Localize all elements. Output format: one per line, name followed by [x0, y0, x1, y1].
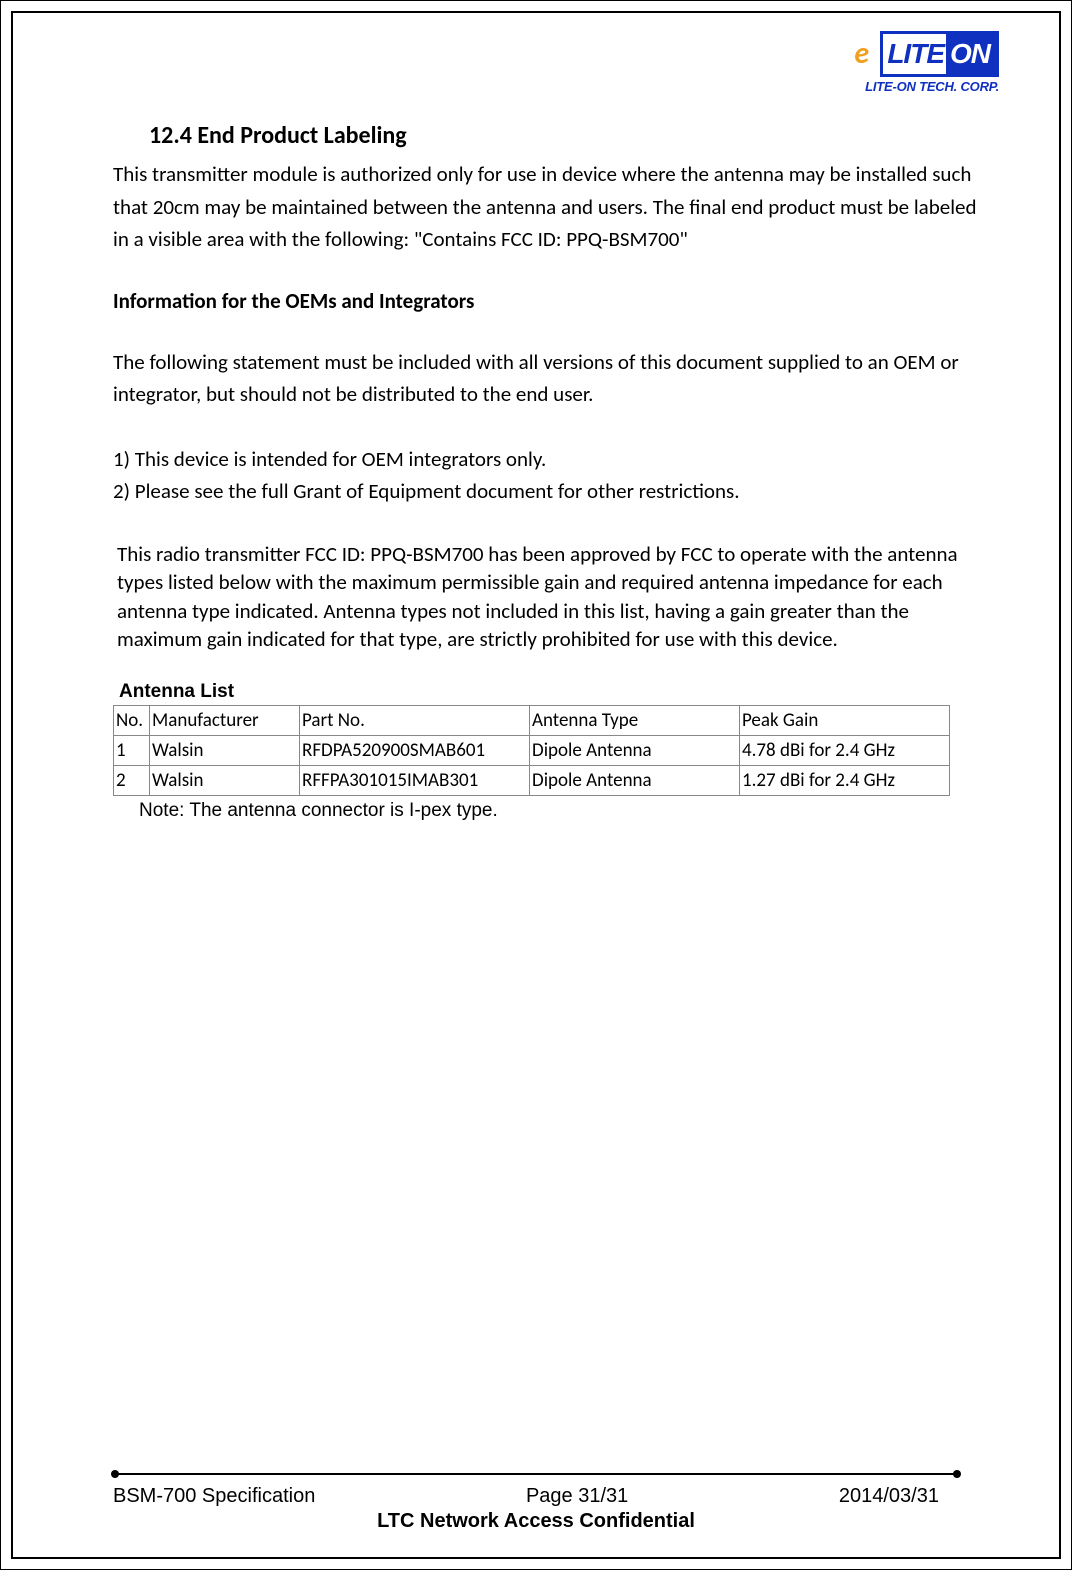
list-item-2: 2) Please see the full Grant of Equipmen…	[113, 475, 979, 508]
footer-row: BSM-700 Specification Page 31/31 2014/03…	[113, 1485, 959, 1508]
col-header-gain: Peak Gain	[740, 706, 950, 736]
paragraph-radio-transmitter: This radio transmitter FCC ID: PPQ-BSM70…	[117, 540, 975, 653]
section-heading: 12.4 End Product Labeling	[149, 121, 979, 150]
footer-rule	[113, 1469, 959, 1479]
cell-type: Dipole Antenna	[530, 766, 740, 796]
footer-spec-title: BSM-700 Specification	[113, 1485, 315, 1508]
antenna-table: No. Manufacturer Part No. Antenna Type P…	[113, 705, 950, 796]
footer-rule-dot-right-icon	[953, 1470, 961, 1478]
cell-part: RFFPA301015IMAB301	[300, 766, 530, 796]
antenna-table-note: Note: The antenna connector is I-pex typ…	[139, 800, 979, 822]
paragraph-labeling: This transmitter module is authorized on…	[113, 158, 979, 256]
logo-swirl-icon: e	[845, 34, 879, 74]
footer-date: 2014/03/31	[839, 1485, 939, 1508]
logo-text-lite: LITE	[883, 38, 946, 70]
col-header-type: Antenna Type	[530, 706, 740, 736]
table-row: 2 Walsin RFFPA301015IMAB301 Dipole Anten…	[114, 766, 950, 796]
cell-type: Dipole Antenna	[530, 736, 740, 766]
col-header-no: No.	[114, 706, 150, 736]
cell-no: 1	[114, 736, 150, 766]
page-inner-frame: e LITE ON LITE-ON TECH. CORP. 12.4 End P…	[11, 11, 1061, 1559]
logo-text-on: ON	[946, 34, 996, 74]
col-header-part: Part No.	[300, 706, 530, 736]
document-body: 12.4 End Product Labeling This transmitt…	[113, 121, 979, 822]
list-item-1: 1) This device is intended for OEM integ…	[113, 443, 979, 476]
footer-rule-line	[113, 1473, 959, 1475]
logo-box: LITE ON	[880, 31, 999, 77]
paragraph-oem-statement: The following statement must be included…	[113, 346, 979, 411]
cell-part: RFDPA520900SMAB601	[300, 736, 530, 766]
company-logo: e LITE ON LITE-ON TECH. CORP.	[845, 31, 999, 94]
page-outer-frame: e LITE ON LITE-ON TECH. CORP. 12.4 End P…	[0, 0, 1072, 1570]
logo-subtitle: LITE-ON TECH. CORP.	[845, 79, 999, 94]
antenna-list-title: Antenna List	[119, 681, 979, 703]
cell-gain: 4.78 dBi for 2.4 GHz	[740, 736, 950, 766]
cell-gain: 1.27 dBi for 2.4 GHz	[740, 766, 950, 796]
subheading-oem: Information for the OEMs and Integrators	[113, 288, 979, 314]
table-header-row: No. Manufacturer Part No. Antenna Type P…	[114, 706, 950, 736]
page-footer: BSM-700 Specification Page 31/31 2014/03…	[113, 1469, 959, 1533]
cell-no: 2	[114, 766, 150, 796]
table-row: 1 Walsin RFDPA520900SMAB601 Dipole Anten…	[114, 736, 950, 766]
cell-mfg: Walsin	[150, 766, 300, 796]
cell-mfg: Walsin	[150, 736, 300, 766]
footer-page-number: Page 31/31	[526, 1485, 628, 1508]
footer-confidential: LTC Network Access Confidential	[113, 1510, 959, 1533]
col-header-mfg: Manufacturer	[150, 706, 300, 736]
